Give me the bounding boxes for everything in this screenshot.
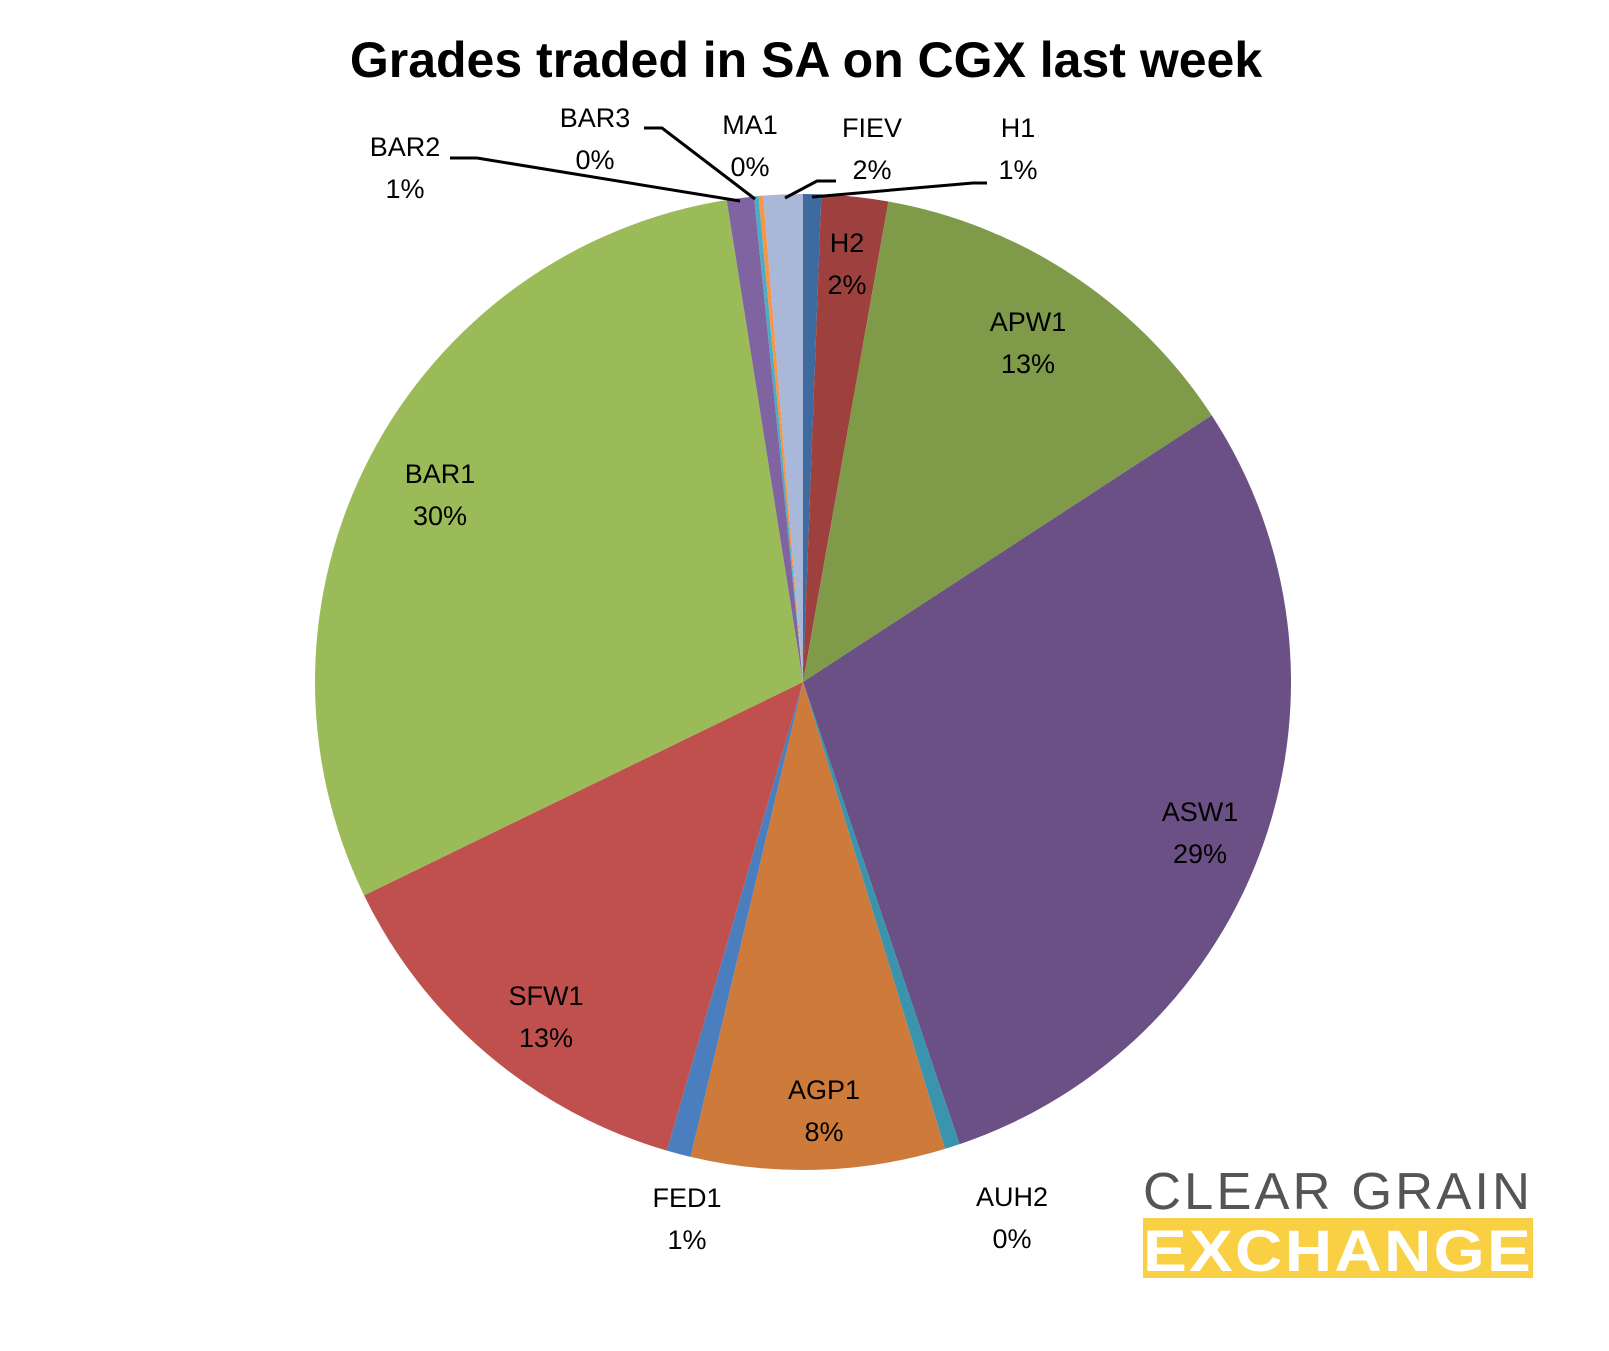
pie-slice-h2 bbox=[803, 194, 889, 682]
pie-slices bbox=[315, 194, 1291, 1170]
slice-label-percent: 30% bbox=[413, 501, 467, 531]
slice-label-name: ASW1 bbox=[1162, 797, 1239, 827]
pie-slice-sfw1 bbox=[364, 682, 803, 1151]
slice-label-name: BAR2 bbox=[370, 132, 441, 162]
slice-label-percent: 1% bbox=[998, 155, 1037, 185]
clear-grain-exchange-logo: CLEAR GRAIN EXCHANGE bbox=[1143, 1163, 1533, 1284]
slice-label-name: H2 bbox=[830, 228, 865, 258]
logo-bar bbox=[1143, 1218, 1533, 1278]
pie-slice-ma1 bbox=[758, 195, 803, 683]
leader-line-fiev bbox=[784, 179, 836, 200]
slice-label-name: BAR3 bbox=[560, 103, 631, 133]
logo-line2: EXCHANGE bbox=[1143, 1219, 1533, 1284]
slice-label-percent: 8% bbox=[804, 1117, 843, 1147]
pie-slice-h1 bbox=[803, 194, 822, 682]
slice-label-percent: 0% bbox=[992, 1224, 1031, 1254]
pie-slice-bar1 bbox=[315, 200, 803, 896]
pie-slice-fed1 bbox=[666, 682, 803, 1157]
slice-label-name: SFW1 bbox=[508, 981, 583, 1011]
slice-label-percent: 1% bbox=[385, 174, 424, 204]
leader-lines bbox=[450, 126, 987, 203]
pie-slice-fiev bbox=[763, 194, 803, 682]
slice-label-percent: 1% bbox=[667, 1225, 706, 1255]
slice-label-percent: 2% bbox=[852, 155, 891, 185]
pie-slice-bar2 bbox=[726, 196, 803, 682]
leader-line-h1 bbox=[811, 181, 987, 199]
leader-line-bar3 bbox=[644, 126, 756, 201]
slice-label-name: H1 bbox=[1001, 113, 1036, 143]
pie-slice-bar3 bbox=[754, 196, 803, 683]
slice-label-name: AUH2 bbox=[976, 1182, 1048, 1212]
slice-label-name: FIEV bbox=[842, 113, 902, 143]
slice-label-percent: 13% bbox=[1001, 349, 1055, 379]
pie-slice-apw1 bbox=[803, 201, 1212, 683]
slice-label-percent: 0% bbox=[730, 152, 769, 182]
slice-label-percent: 2% bbox=[827, 270, 866, 300]
data-labels: H1 1% H2 2% APW1 13% ASW1 29% AUH2 0% AGP1 8% FED1 1%… bbox=[370, 103, 1239, 1255]
slice-label-name: FED1 bbox=[652, 1183, 721, 1213]
slice-label-name: MA1 bbox=[722, 110, 778, 140]
slice-label-name: AGP1 bbox=[788, 1075, 860, 1105]
chart-title: Grades traded in SA on CGX last week bbox=[350, 32, 1262, 88]
slice-label-percent: 0% bbox=[575, 145, 614, 175]
pie-slice-auh2 bbox=[803, 682, 960, 1149]
leader-line-bar2 bbox=[450, 156, 741, 203]
slice-label-name: BAR1 bbox=[405, 459, 476, 489]
pie-slice-agp1 bbox=[690, 682, 946, 1170]
slice-label-name: APW1 bbox=[990, 307, 1067, 337]
slice-label-percent: 13% bbox=[519, 1023, 573, 1053]
pie-slice-asw1 bbox=[803, 415, 1291, 1145]
logo-line1: CLEAR GRAIN bbox=[1143, 1163, 1533, 1221]
slice-label-percent: 29% bbox=[1173, 839, 1227, 869]
